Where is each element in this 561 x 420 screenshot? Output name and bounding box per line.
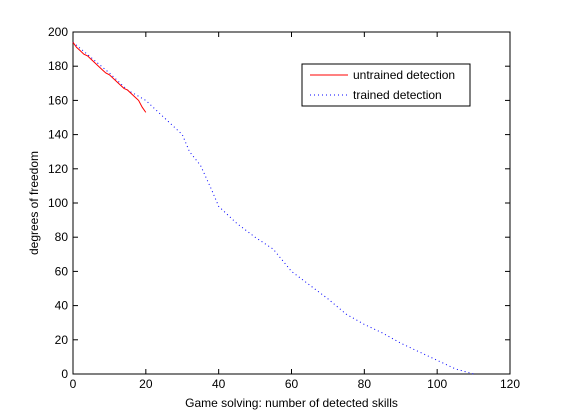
y-tick-label: 40 [55,299,69,313]
legend-box [301,63,471,107]
y-tick-label: 20 [55,333,69,347]
x-axis-label: Game solving: number of detected skills [185,396,398,410]
series-line-untrained [72,42,147,113]
y-tick-label: 200 [48,25,68,39]
y-tick-label: 80 [55,230,69,244]
y-tick-label: 60 [55,264,69,278]
x-tick-label: 100 [427,377,447,391]
y-tick-label: 120 [48,162,68,176]
x-tick-label: 40 [212,377,226,391]
y-tick-label: 160 [48,93,68,107]
y-axis-label: degrees of freedom [27,151,41,255]
series-layer [72,41,474,375]
y-tick-label: 180 [48,59,68,73]
x-tick-label: 120 [500,377,520,391]
series-line-trained [72,41,474,375]
y-tick-label: 140 [48,128,68,142]
x-tick-label: 80 [358,377,372,391]
legend-label-untrained: untrained detection [353,68,455,82]
y-tick-label: 0 [61,367,68,381]
x-tick-label: 60 [285,377,299,391]
legend-label-trained: trained detection [353,88,442,102]
x-tick-label: 20 [139,377,153,391]
legend: untrained detection trained detection [301,63,471,107]
ticks-layer: 0 20 40 60 80 100 120 0 20 40 60 80 100 120 140 160 180 2… [48,25,520,391]
x-tick-label: 0 [70,377,77,391]
y-tick-label: 100 [48,196,68,210]
